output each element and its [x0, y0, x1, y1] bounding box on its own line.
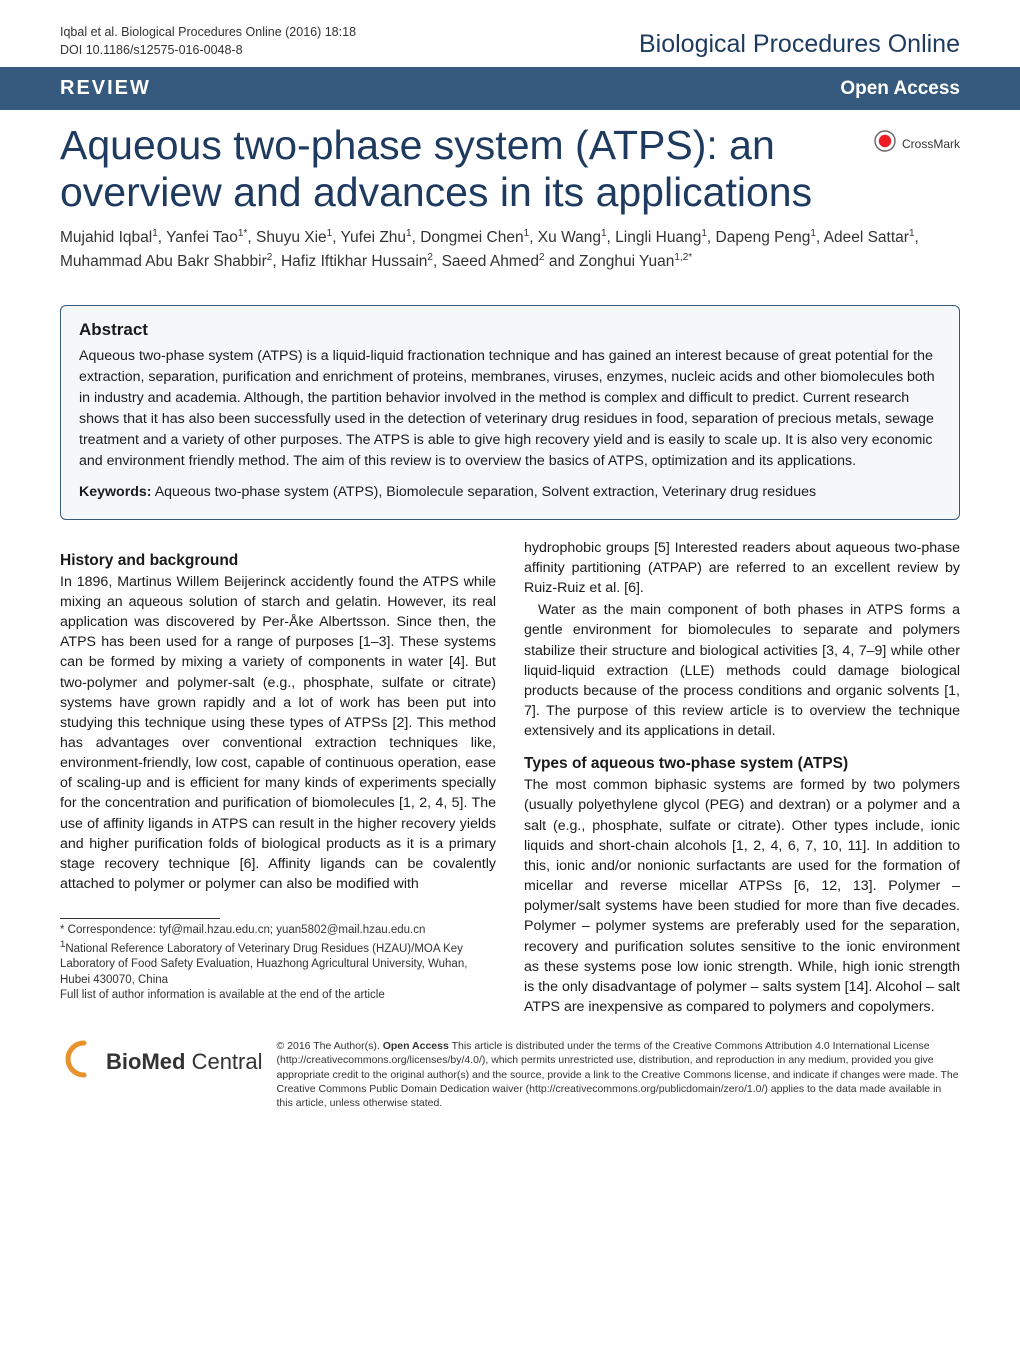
section-heading-types: Types of aqueous two-phase system (ATPS) — [524, 755, 960, 773]
author-name: , Dapeng Peng — [707, 229, 810, 246]
bmc-central: Central — [185, 1049, 262, 1074]
correspondence-line: * Correspondence: tyf@mail.hzau.edu.cn; … — [60, 923, 496, 939]
footnote-block: * Correspondence: tyf@mail.hzau.edu.cn; … — [60, 918, 496, 1003]
keywords-label: Keywords: — [79, 484, 152, 500]
author-name: , Saeed Ahmed — [433, 254, 539, 271]
author-name: , Yufei Zhu — [332, 229, 406, 246]
affil1-text: National Reference Laboratory of Veterin… — [60, 943, 467, 986]
open-access-label: Open Access — [840, 78, 960, 100]
types-para: The most common biphasic systems are for… — [524, 775, 960, 1017]
article-title: Aqueous two-phase system (ATPS): an over… — [60, 122, 854, 216]
author-name: , Adeel Sattar — [816, 229, 909, 246]
right-column: hydrophobic groups [5] Interested reader… — [524, 538, 960, 1019]
bmc-bio: BioMed — [106, 1049, 185, 1074]
author-name: , Dongmei Chen — [412, 229, 524, 246]
running-head: Iqbal et al. Biological Procedures Onlin… — [60, 24, 356, 59]
author-affil-sup: 1* — [238, 228, 247, 239]
footer-bar: BioMed Central © 2016 The Author(s). Ope… — [0, 1031, 1020, 1134]
review-bar: REVIEW Open Access — [0, 67, 1020, 110]
title-row: Aqueous two-phase system (ATPS): an over… — [0, 110, 1020, 224]
bmc-paren-icon — [60, 1039, 100, 1084]
crossmark-icon — [874, 130, 896, 157]
para-hydrophobic: hydrophobic groups [5] Interested reader… — [524, 538, 960, 598]
author-name: and Zonghui Yuan — [545, 254, 675, 271]
author-name: Mujahid Iqbal — [60, 229, 152, 246]
author-name: , Yanfei Tao — [158, 229, 238, 246]
journal-name: Biological Procedures Online — [639, 30, 960, 59]
author-list: Mujahid Iqbal1, Yanfei Tao1*, Shuyu Xie1… — [0, 224, 1020, 294]
body-columns: History and background In 1896, Martinus… — [0, 538, 1020, 1031]
author-name: , Lingli Huang — [607, 229, 702, 246]
author-name: , Xu Wang — [529, 229, 601, 246]
abstract-body: Aqueous two-phase system (ATPS) is a liq… — [79, 346, 941, 472]
crossmark-label: CrossMark — [902, 137, 960, 151]
license-open-access-bold: Open Access — [383, 1040, 449, 1052]
running-head-line1: Iqbal et al. Biological Procedures Onlin… — [60, 24, 356, 42]
right-para-1: hydrophobic groups [5] Interested reader… — [524, 538, 960, 598]
para-history: In 1896, Martinus Willem Beijerinck acci… — [60, 572, 496, 895]
abstract-heading: Abstract — [79, 320, 941, 340]
abstract-box: Abstract Aqueous two-phase system (ATPS)… — [60, 305, 960, 520]
crossmark-badge[interactable]: CrossMark — [874, 130, 960, 157]
affiliation-1: 1National Reference Laboratory of Veteri… — [60, 939, 496, 988]
left-column: History and background In 1896, Martinus… — [60, 538, 496, 1019]
author-name: , Shuyu Xie — [247, 229, 326, 246]
biomed-central-logo: BioMed Central — [60, 1039, 263, 1084]
right-para-2: Water as the main component of both phas… — [524, 600, 960, 741]
license-text: © 2016 The Author(s). Open Access This a… — [277, 1039, 961, 1110]
running-head-line2: DOI 10.1186/s12575-016-0048-8 — [60, 42, 356, 60]
review-label: REVIEW — [60, 77, 151, 100]
affil-note: Full list of author information is avail… — [60, 988, 496, 1004]
para-types: The most common biphasic systems are for… — [524, 775, 960, 1017]
section-heading-history: History and background — [60, 552, 496, 570]
footnote-rule — [60, 918, 220, 919]
bmc-text: BioMed Central — [106, 1049, 263, 1075]
author-name: , Hafiz Iftikhar Hussain — [272, 254, 427, 271]
author-affil-sup: 1,2* — [674, 252, 692, 263]
para-water: Water as the main component of both phas… — [524, 600, 960, 741]
keywords-line: Keywords: Aqueous two-phase system (ATPS… — [79, 482, 941, 503]
page-header: Iqbal et al. Biological Procedures Onlin… — [0, 0, 1020, 67]
history-para: In 1896, Martinus Willem Beijerinck acci… — [60, 572, 496, 895]
keywords-values: Aqueous two-phase system (ATPS), Biomole… — [155, 484, 816, 500]
